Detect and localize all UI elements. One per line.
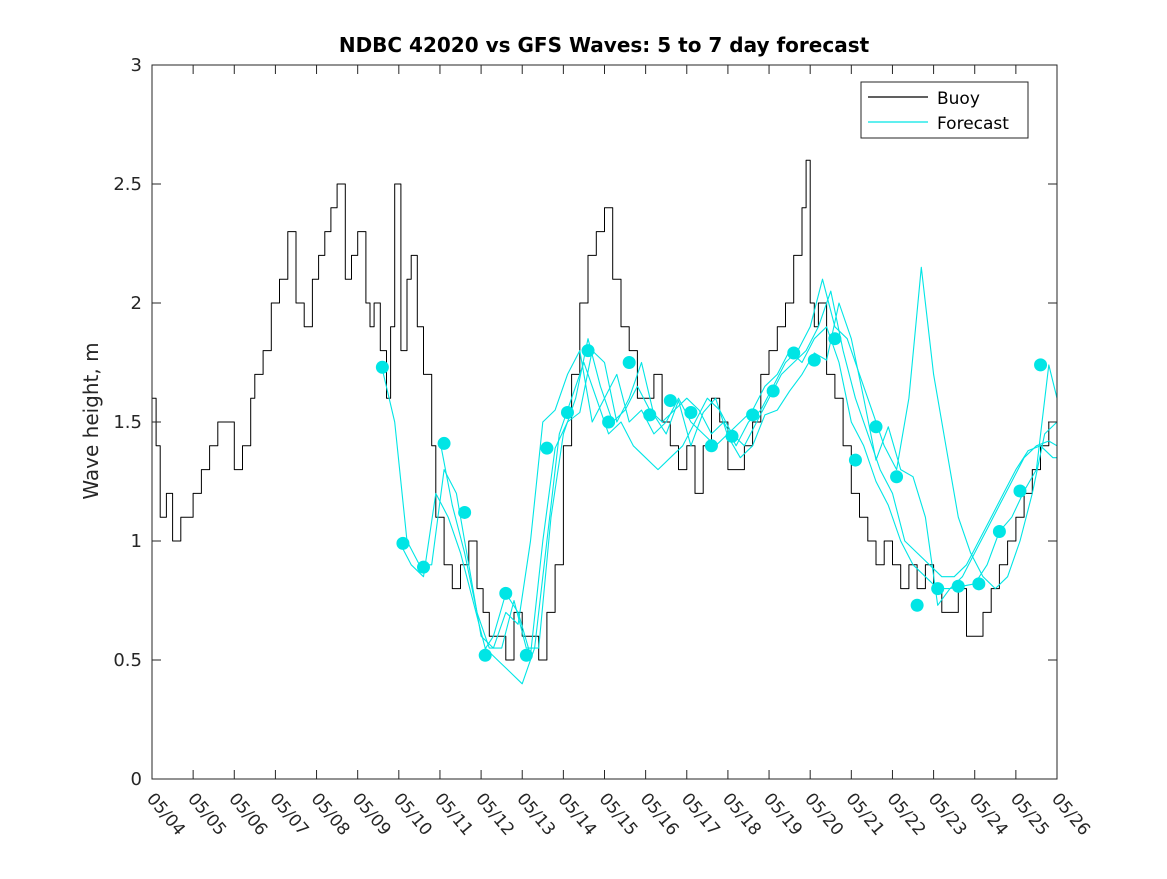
forecast-point-5 [478, 648, 492, 662]
forecast-point-1 [396, 536, 410, 550]
forecast-point-13 [643, 408, 657, 422]
forecast-point-26 [910, 598, 924, 612]
y-tick-label-0: 0 [131, 769, 142, 790]
forecast-point-9 [560, 405, 574, 419]
forecast-point-2 [417, 560, 430, 574]
forecast-point-18 [746, 408, 760, 422]
y-tick-label-2: 1 [131, 531, 142, 552]
forecast-point-3 [437, 436, 451, 450]
forecast-point-22 [828, 332, 842, 346]
forecast-point-21 [807, 353, 821, 367]
forecast-point-0 [375, 360, 389, 374]
forecast-point-12 [622, 356, 636, 369]
y-tick-label-3: 1.5 [113, 412, 142, 433]
series-line-buoy [152, 159, 1057, 661]
forecast-point-11 [602, 415, 616, 429]
legend-label-forecast: Forecast [937, 114, 1009, 134]
forecast-point-10 [581, 344, 595, 358]
forecast-point-7 [519, 648, 533, 662]
y-tick-label-1: 0.5 [113, 650, 142, 671]
forecast-point-32 [1034, 358, 1048, 372]
forecast-point-8 [540, 441, 554, 455]
forecast-point-6 [499, 586, 513, 600]
forecast-point-30 [992, 524, 1006, 538]
forecast-point-27 [931, 582, 945, 596]
forecast-point-14 [663, 394, 677, 408]
forecast-point-4 [458, 505, 472, 519]
forecast-point-25 [890, 470, 904, 484]
y-axis-label: Wave height, m [79, 342, 103, 499]
forecast-point-16 [704, 439, 718, 453]
forecast-point-28 [951, 579, 965, 593]
series-line-forecast-1 [381, 326, 1058, 649]
y-tick-label-5: 2.5 [113, 174, 142, 195]
forecast-point-19 [766, 384, 780, 398]
series-line-forecast-3 [439, 266, 1058, 649]
forecast-point-29 [972, 577, 986, 591]
y-tick-label-6: 3 [131, 55, 142, 76]
forecast-point-23 [848, 453, 862, 467]
forecast-point-31 [1013, 484, 1027, 498]
legend-box [860, 81, 1029, 139]
chart-title: NDBC 42020 vs GFS Waves: 5 to 7 day fore… [339, 33, 870, 57]
forecast-point-17 [725, 429, 739, 443]
points-layer [375, 332, 1048, 662]
forecast-point-15 [684, 405, 698, 419]
legend-label-buoy: Buoy [937, 89, 980, 109]
legend: Buoy Forecast [860, 81, 1029, 139]
forecast-point-20 [787, 346, 801, 360]
forecast-point-24 [869, 420, 883, 434]
y-tick-label-4: 2 [131, 293, 142, 314]
